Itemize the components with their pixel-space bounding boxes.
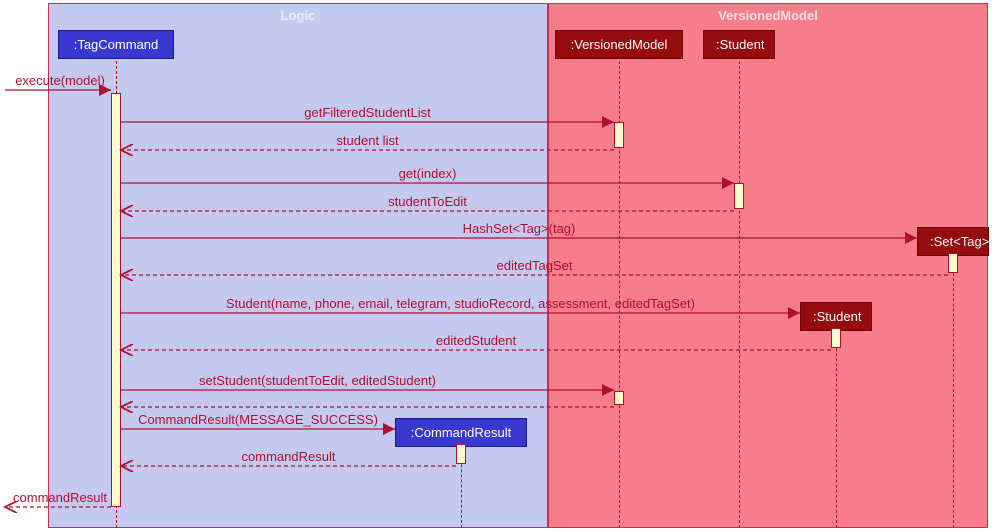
participant-versionedmodel: :VersionedModel — [555, 30, 683, 59]
message-8: editedStudent — [121, 333, 831, 348]
sequence-diagram: Logic VersionedModel :TagCommand :Version… — [0, 0, 992, 532]
message-0: execute(model) — [5, 73, 115, 88]
message-4: studentToEdit — [121, 194, 734, 209]
activation-tagcommand_main — [111, 93, 121, 507]
participant-settag: :Set<Tag> — [917, 227, 989, 256]
message-12: commandResult — [121, 449, 456, 464]
participant-commandresult: :CommandResult — [395, 418, 527, 447]
message-5: HashSet<Tag>(tag) — [121, 221, 917, 236]
message-1: getFilteredStudentList — [121, 105, 614, 120]
message-13: commandResult — [5, 490, 115, 505]
activation-tag1 — [948, 253, 958, 273]
message-3: get(index) — [121, 166, 734, 181]
message-9: setStudent(studentToEdit, editedStudent) — [121, 373, 514, 388]
lifeline-student — [739, 56, 740, 528]
logic-frame-title: Logic — [49, 4, 547, 27]
activation-vm2 — [614, 391, 624, 405]
message-2: student list — [121, 133, 614, 148]
message-11: CommandResult(MESSAGE_SUCCESS) — [121, 412, 395, 427]
activation-st1 — [734, 183, 744, 209]
message-6: editedTagSet — [121, 258, 948, 273]
activation-st2 — [831, 328, 841, 348]
activation-cr1 — [456, 444, 466, 464]
participant-student2: :Student — [800, 302, 872, 331]
lifeline-settag — [953, 253, 954, 528]
message-7: Student(name, phone, email, telegram, st… — [121, 296, 800, 311]
activation-vm1 — [614, 122, 624, 148]
participant-tagcommand: :TagCommand — [58, 30, 174, 59]
lifeline-student2 — [836, 328, 837, 528]
participant-student: :Student — [703, 30, 775, 59]
model-frame-title: VersionedModel — [549, 4, 987, 27]
